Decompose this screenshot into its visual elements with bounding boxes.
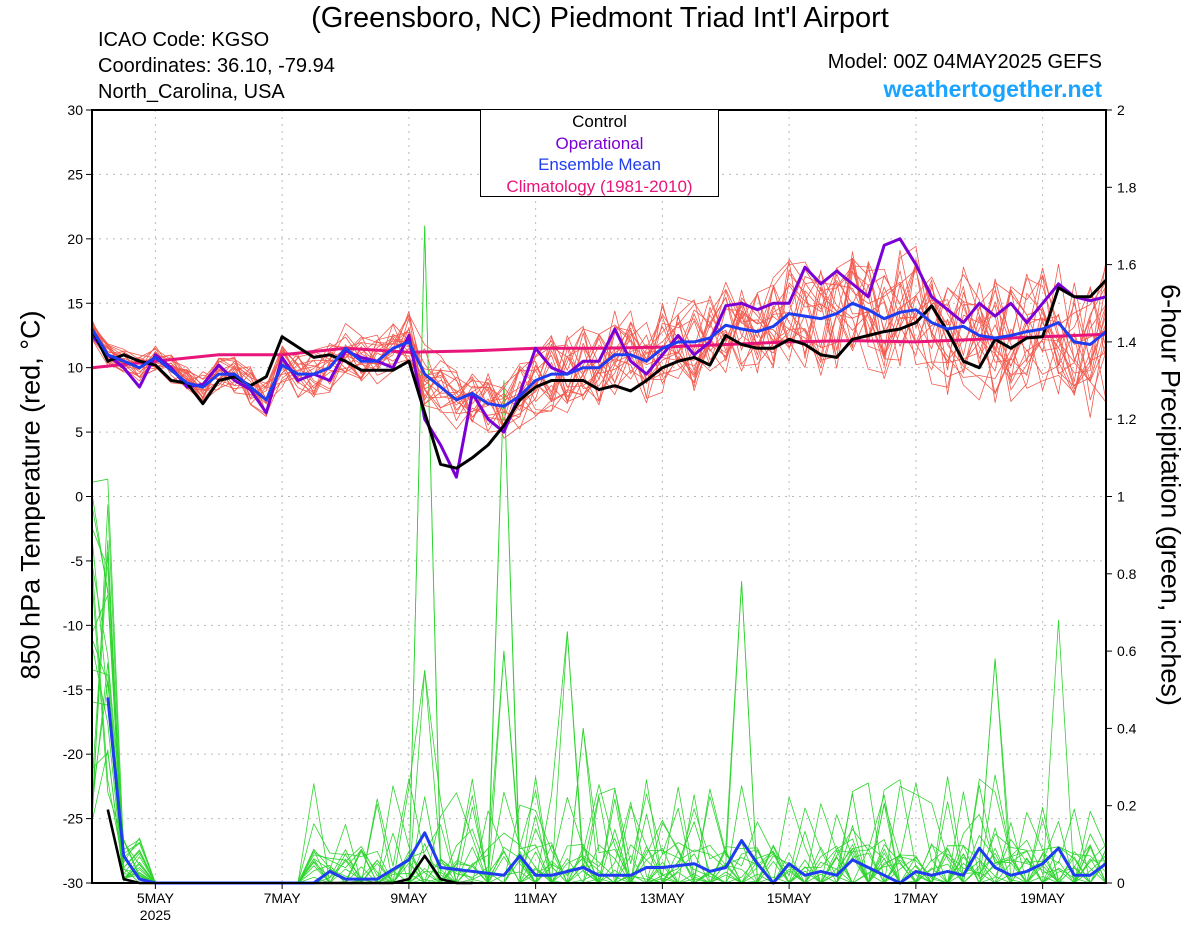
precip-member-line	[91, 504, 1107, 884]
temperature-member-line	[91, 269, 1107, 430]
temperature-member-line	[91, 264, 1107, 429]
precip-member-line	[91, 539, 1106, 884]
axes: 302520151050-5-10-15-20-25-3021.81.61.41…	[63, 102, 1137, 923]
control-line	[90, 279, 1108, 470]
precip-member-line	[91, 552, 1106, 884]
icao-code: ICAO Code: KGSO	[98, 29, 270, 51]
right-tick-label: 0.8	[1117, 566, 1137, 582]
precip-member-line	[91, 505, 1107, 884]
left-tick-label: 5	[75, 424, 83, 440]
grid-lines	[92, 109, 1106, 884]
right-tick-label: 1.8	[1117, 179, 1137, 195]
temperature-member-line	[91, 258, 1107, 423]
region: North_Carolina, USA	[98, 81, 285, 103]
climatology-line	[91, 332, 1107, 370]
left-tick-label: -10	[63, 617, 83, 633]
x-tick-label: 13MAY	[640, 890, 686, 906]
x-tick-label: 11MAY	[514, 890, 558, 906]
x-tick-label: 19MAY	[1020, 890, 1066, 906]
x-tick-label: 5MAY	[137, 890, 175, 906]
right-tick-label: 1	[1117, 489, 1125, 505]
right-tick-label: 2	[1117, 102, 1125, 118]
precip-ensemble-mean-line	[106, 697, 1107, 885]
right-tick-label: 0.4	[1117, 720, 1137, 736]
left-tick-label: 20	[67, 231, 83, 247]
precip-member-line	[91, 493, 1107, 884]
x-tick-label: 17MAY	[893, 890, 939, 906]
left-tick-label: -5	[71, 553, 84, 569]
precip-member-line	[91, 380, 1107, 884]
chart-title: (Greensboro, NC) Piedmont Triad Int'l Ai…	[311, 2, 889, 34]
legend-climatology: Climatology (1981-2010)	[506, 176, 693, 196]
right-tick-label: 0.6	[1117, 643, 1137, 659]
left-tick-label: 0	[75, 489, 83, 505]
left-tick-label: -15	[63, 682, 83, 698]
right-tick-label: 0.2	[1117, 798, 1137, 814]
legend-operational: Operational	[555, 133, 644, 153]
left-tick-label: -20	[63, 746, 83, 762]
operational-line	[90, 237, 1107, 479]
x-tick-label: 9MAY	[390, 890, 428, 906]
left-tick-label: -25	[63, 811, 83, 827]
left-tick-label: 30	[67, 102, 83, 118]
x-tick-year-label: 2025	[140, 907, 171, 923]
temperature-member-line	[91, 260, 1107, 432]
model-run: Model: 00Z 04MAY2025 GEFS	[827, 51, 1102, 73]
coordinates: Coordinates: 36.10, -79.94	[98, 55, 335, 77]
left-tick-label: 15	[67, 295, 83, 311]
precip-member-line	[91, 527, 1107, 884]
x-tick-label: 7MAY	[264, 890, 302, 906]
right-tick-label: 1.4	[1117, 334, 1137, 350]
main-series	[90, 237, 1108, 885]
left-tick-label: 25	[67, 166, 83, 182]
right-tick-label: 1.2	[1117, 411, 1137, 427]
precip-member-line	[91, 581, 1107, 884]
left-tick-label: -30	[63, 875, 83, 891]
precip-member-line	[91, 537, 1107, 884]
legend-control: Control	[572, 112, 627, 131]
temperature-member-line	[91, 276, 1107, 439]
legend-ensemble-mean: Ensemble Mean	[538, 155, 661, 174]
website-link[interactable]: weathertogether.net	[883, 76, 1102, 102]
ensemble-mean-line	[90, 301, 1107, 408]
right-tick-label: 0	[1117, 875, 1125, 891]
precip-member-line	[91, 380, 1106, 884]
right-tick-label: 1.6	[1117, 257, 1137, 273]
precip-member-line	[91, 581, 1107, 884]
legend: Control Operational Ensemble Mean Climat…	[480, 109, 719, 197]
x-tick-label: 15MAY	[767, 890, 813, 906]
precip-member-line	[91, 594, 1107, 884]
left-tick-label: 10	[67, 360, 83, 376]
